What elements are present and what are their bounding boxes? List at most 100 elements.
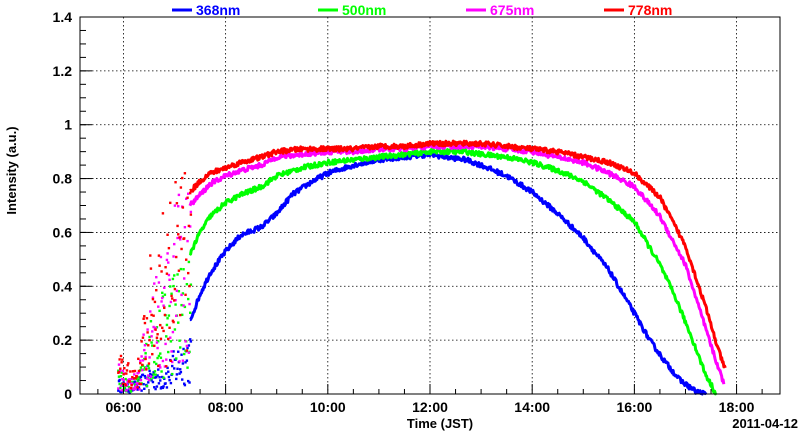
scatter-point-500nm: [175, 357, 178, 360]
scatter-point-500nm: [158, 309, 161, 313]
scatter-point-778nm: [120, 361, 123, 364]
scatter-point-675nm: [149, 375, 153, 378]
scatter-point-778nm: [153, 344, 156, 348]
scatter-point-675nm: [160, 300, 163, 303]
scatter-point-675nm: [140, 355, 143, 358]
scatter-point-675nm: [171, 360, 174, 364]
scatter-point-778nm: [118, 358, 121, 361]
scatter-point-368nm: [185, 359, 189, 362]
scatter-point-778nm: [157, 364, 160, 368]
scatter-point-675nm: [154, 326, 157, 330]
scatter-point-500nm: [165, 323, 169, 327]
scatter-point-778nm: [167, 337, 170, 341]
scatter-point-368nm: [171, 364, 174, 368]
scatter-point-500nm: [167, 314, 171, 317]
scatter-point-778nm: [163, 313, 167, 317]
y-tick-label: 1: [64, 117, 72, 133]
legend-label-368nm: 368nm: [196, 2, 240, 18]
scatter-point-675nm: [155, 275, 158, 279]
scatter-point-778nm: [171, 319, 175, 323]
scatter-point-778nm: [128, 380, 131, 383]
scatter-point-778nm: [168, 326, 171, 329]
scatter-point-500nm: [139, 369, 142, 372]
y-tick-label: 0.6: [53, 224, 73, 240]
scatter-point-368nm: [179, 370, 183, 374]
scatter-point-778nm: [136, 386, 139, 389]
scatter-point-675nm: [148, 356, 151, 359]
scatter-point-778nm: [145, 368, 148, 371]
scatter-point-368nm: [161, 386, 165, 390]
scatter-point-500nm: [147, 367, 151, 370]
scatter-point-778nm: [139, 382, 143, 386]
scatter-point-778nm: [133, 369, 137, 373]
x-tick-label: 06:00: [106, 399, 142, 415]
scatter-point-778nm: [185, 258, 188, 261]
scatter-point-500nm: [151, 344, 154, 347]
scatter-point-368nm: [161, 375, 164, 379]
scatter-point-675nm: [121, 378, 124, 381]
scatter-point-368nm: [148, 369, 151, 373]
scatter-point-778nm: [122, 373, 125, 376]
scatter-point-368nm: [147, 381, 150, 384]
scatter-point-778nm: [164, 266, 167, 269]
scatter-point-368nm: [165, 372, 168, 375]
scatter-point-368nm: [155, 376, 158, 379]
scatter-point-368nm: [153, 386, 156, 389]
axis-ticks: 06:00 08:00 10:00 12:00 14:00 16:00 18:00 0 0.2 0…: [53, 9, 763, 415]
scatter-point-368nm: [165, 386, 169, 389]
scatter-point-500nm: [130, 377, 133, 381]
scatter-point-675nm: [133, 385, 137, 389]
scatter-point-778nm: [153, 300, 157, 304]
scatter-point-500nm: [172, 284, 175, 288]
scatter-point-778nm: [159, 337, 163, 341]
scatter-point-675nm: [133, 373, 136, 376]
scatter-point-368nm: [184, 361, 187, 364]
x-tick-label: 16:00: [616, 399, 652, 415]
scatter-point-500nm: [154, 373, 157, 376]
scatter-point-500nm: [159, 356, 163, 359]
scatter-point-675nm: [137, 382, 140, 385]
scatter-point-778nm: [141, 336, 145, 339]
scatter-point-675nm: [172, 255, 175, 258]
scatter-point-778nm: [178, 236, 181, 239]
scatter-point-500nm: [185, 282, 189, 286]
scatter-point-500nm: [178, 339, 181, 342]
scatter-point-500nm: [123, 388, 126, 391]
scatter-point-368nm: [118, 378, 121, 382]
scatter-point-500nm: [143, 357, 146, 361]
scatter-point-368nm: [180, 353, 183, 356]
scatter-point-368nm: [154, 387, 157, 391]
scatter-point-500nm: [176, 273, 179, 276]
scatter-point-368nm: [143, 374, 147, 378]
scatter-point-778nm: [160, 270, 163, 273]
scatter-point-500nm: [173, 274, 176, 277]
scatter-point-778nm: [121, 358, 124, 361]
series-lines: [188, 139, 727, 396]
scatter-point-675nm: [167, 261, 170, 264]
scatter-point-500nm: [144, 352, 147, 355]
legend: 368nm 500nm 675nm 778nm: [172, 2, 672, 18]
scatter-point-778nm: [187, 224, 191, 228]
scatter-point-500nm: [179, 267, 183, 271]
scatter-point-675nm: [135, 382, 139, 385]
scatter-point-675nm: [150, 335, 153, 338]
scatter-point-778nm: [181, 206, 185, 209]
scatter-point-778nm: [147, 344, 150, 347]
scatter-point-500nm: [117, 375, 121, 378]
scatter-point-675nm: [174, 298, 177, 302]
scatter-point-778nm: [181, 176, 184, 180]
scatter-point-675nm: [135, 384, 138, 388]
scatter-point-500nm: [177, 289, 181, 293]
scatter-point-778nm: [173, 287, 177, 291]
scatter-point-675nm: [142, 333, 145, 336]
scatter-point-368nm: [162, 385, 165, 388]
scatter-point-500nm: [127, 386, 131, 389]
scatter-point-778nm: [123, 366, 126, 370]
legend-label-675nm: 675nm: [490, 2, 534, 18]
scatter-point-368nm: [189, 338, 192, 341]
scatter-point-500nm: [137, 376, 140, 379]
scatter-point-778nm: [189, 213, 193, 216]
scatter-point-368nm: [150, 379, 153, 382]
scatter-point-675nm: [141, 368, 144, 372]
scatter-point-675nm: [161, 359, 165, 363]
